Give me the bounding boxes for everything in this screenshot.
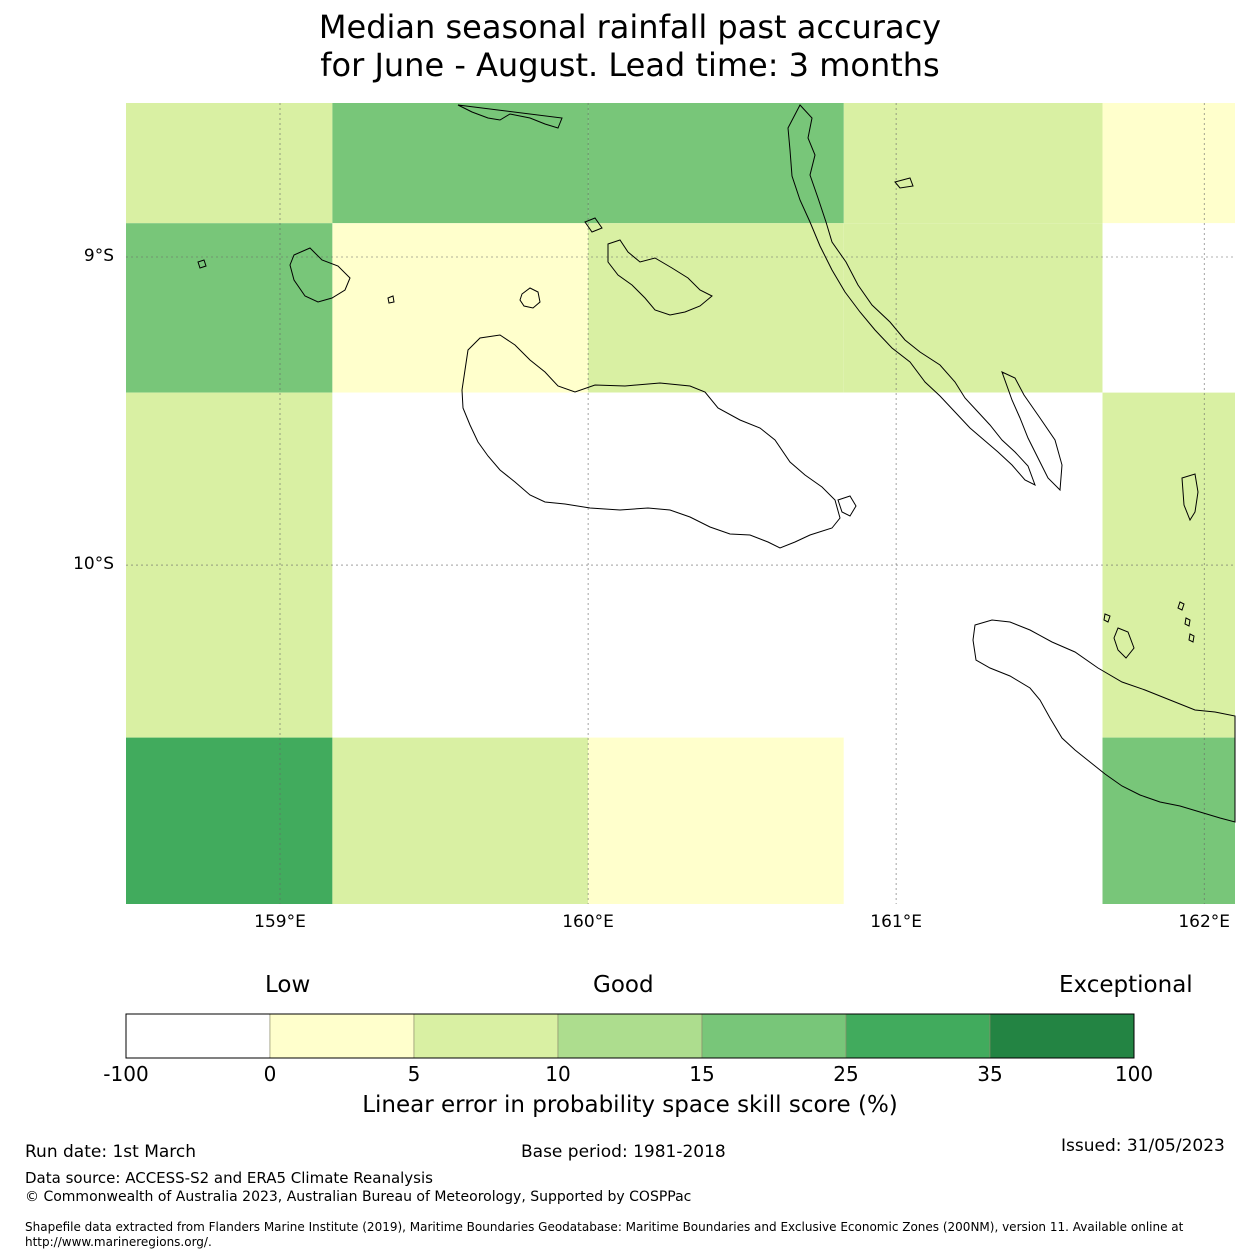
x-tick-label: 161°E [870,912,922,932]
grid-cell-r0-c1 [332,103,589,224]
coastline-small-malaita [1001,371,1063,492]
grid-cell-r3-c2 [588,737,844,904]
coastline-ulawa [1181,473,1199,522]
shapefile-credit-line1: Shapefile data extracted from Flanders M… [25,1220,1184,1234]
colorbar [125,1013,1135,1059]
grid-cell-r1-c3 [843,223,1103,393]
base-period: Base period: 1981-2018 [521,1142,726,1162]
chart-title-line1: Median seasonal rainfall past accuracy [318,8,942,46]
run-date: Run date: 1st March [25,1142,197,1162]
coastline-russell [197,247,395,304]
colorbar-bound-label: 100 [1114,1062,1154,1086]
colorbar-bound-label: 5 [407,1062,421,1086]
grid-cell-r1-c2 [588,223,844,393]
category-good: Good [593,972,654,998]
colorbar-segment [989,1013,1135,1059]
shapefile-credit-line2: http://www.marineregions.org/. [25,1235,212,1249]
grid-cell-r0-c2 [588,103,844,224]
copyright: © Commonwealth of Australia 2023, Austra… [25,1189,692,1205]
colorbar-frame [125,1013,1135,1059]
coastline-makira [972,619,1236,823]
skill-grid [126,103,1235,904]
category-exceptional: Exceptional [1059,972,1193,998]
coastline-savo [519,287,541,309]
colorbar-segment [701,1013,847,1059]
colorbar-segment [125,1013,271,1059]
colorbar-segment [413,1013,559,1059]
coastline-misc-islets [837,177,914,517]
grid-cell-r0-c4 [1102,103,1235,224]
colorbar-bound-label: 25 [833,1062,859,1086]
colorbar-bound-label: 35 [977,1062,1003,1086]
colorbar-bound-label: -100 [103,1062,149,1086]
coastline-nggela [584,217,713,316]
grid-cell-r3-c4 [1102,737,1235,904]
chart-title-line2: for June - August. Lead time: 3 months [320,46,940,84]
colorbar-segment [557,1013,703,1059]
grid-cell-r2-c1 [332,392,589,738]
grid-cell-r0-c3 [843,103,1103,224]
category-low: Low [265,972,311,998]
colorbar-segment [269,1013,415,1059]
y-tick-label: 10°S [73,554,114,575]
x-tick-label: 162°E [1178,912,1231,932]
data-source: Data source: ACCESS-S2 and ERA5 Climate … [25,1169,433,1187]
y-tick-label: 9°S [83,246,114,267]
grid-cell-r1-c0 [126,223,333,393]
grid-cell-r3-c0 [126,737,333,904]
grid-cell-r3-c3 [843,737,1103,904]
coastline-malaita [787,104,1036,487]
colorbar-segment [845,1013,991,1059]
x-tick-label: 159°E [254,912,306,932]
colorbar-bound-label: 15 [689,1062,715,1086]
grid-cell-r3-c1 [332,737,589,904]
coastlines [197,104,1236,823]
graticule [126,103,1235,904]
grid-cell-r0-c0 [126,103,333,224]
colorbar-bound-label: 0 [263,1062,277,1086]
issued-date: Issued: 31/05/2023 [1061,1136,1225,1156]
shapefile-credit: Shapefile data extracted from Flanders M… [25,1220,1225,1250]
coastline-isabel [457,104,563,129]
grid-cell-r1-c4 [1102,223,1235,393]
colorbar-label: Linear error in probability space skill … [362,1092,898,1118]
coastline-guadalcanal [461,334,841,549]
coastline-ugi [1103,601,1195,659]
grid-cell-r1-c1 [332,223,589,393]
x-tick-label: 160°E [562,912,614,932]
colorbar-bound-label: 10 [545,1062,571,1086]
